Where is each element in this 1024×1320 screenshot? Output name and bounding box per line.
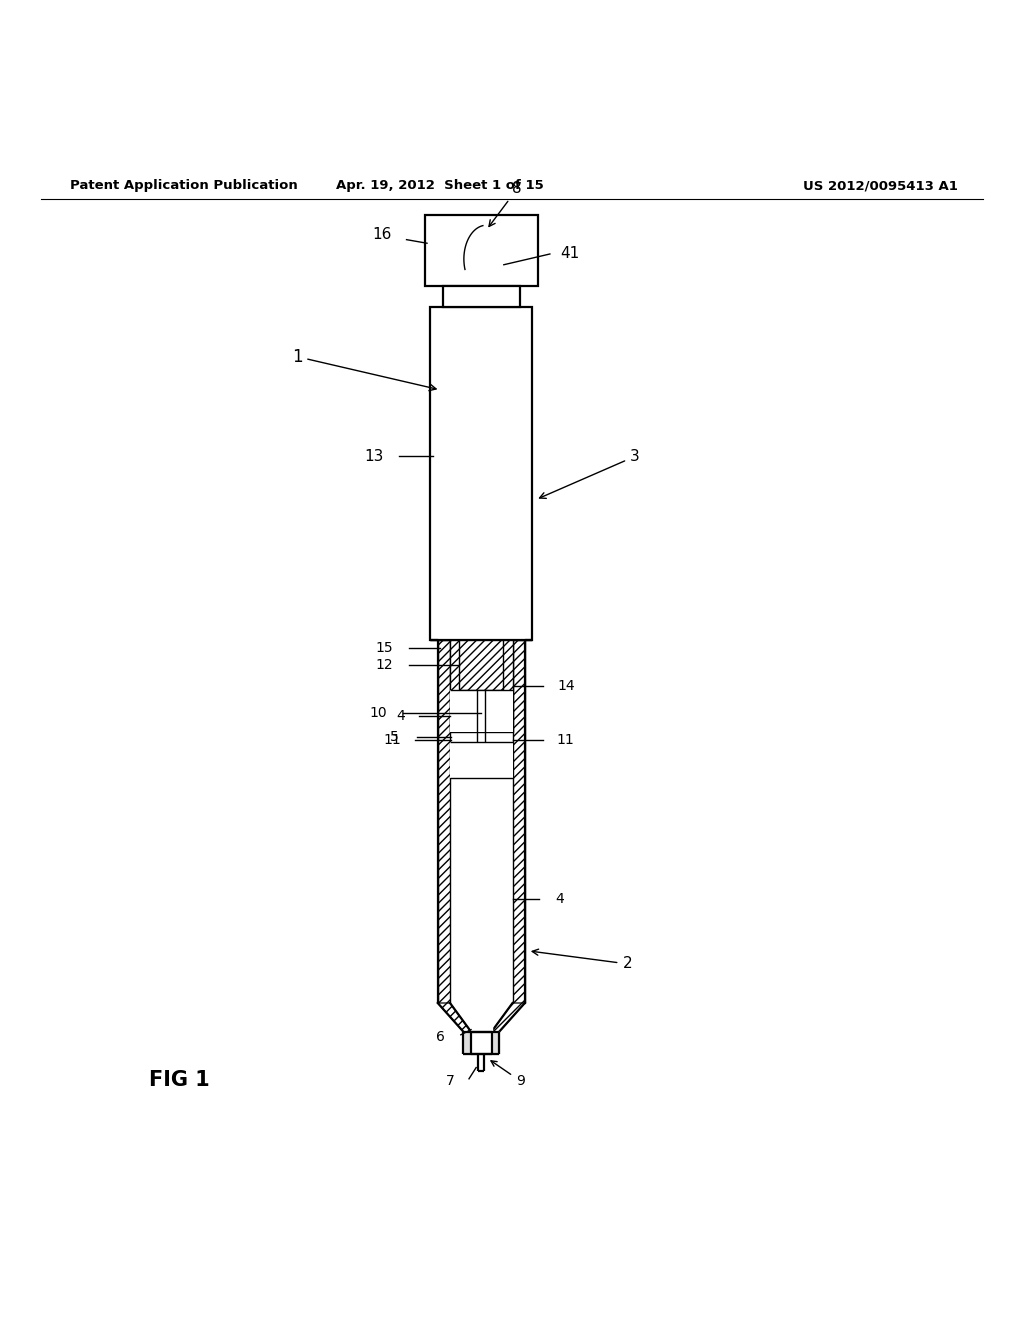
Text: 4: 4: [555, 891, 564, 906]
Text: 14: 14: [557, 678, 574, 693]
Text: 5: 5: [390, 730, 399, 743]
Polygon shape: [430, 306, 532, 639]
Text: 4: 4: [396, 709, 406, 723]
Polygon shape: [425, 215, 538, 286]
Polygon shape: [451, 639, 513, 1003]
Text: 41: 41: [561, 247, 580, 261]
Polygon shape: [492, 1032, 500, 1055]
Text: US 2012/0095413 A1: US 2012/0095413 A1: [803, 180, 957, 193]
Text: 3: 3: [540, 449, 640, 499]
Polygon shape: [492, 1003, 524, 1032]
Text: 2: 2: [532, 949, 632, 972]
Polygon shape: [451, 742, 513, 777]
Polygon shape: [471, 1003, 492, 1032]
Text: 12: 12: [376, 657, 393, 672]
Text: 11: 11: [557, 733, 574, 747]
Polygon shape: [460, 639, 503, 690]
Polygon shape: [463, 1032, 471, 1055]
Text: 8: 8: [489, 181, 522, 227]
Polygon shape: [471, 1032, 492, 1055]
Text: 9: 9: [490, 1061, 524, 1088]
Text: 16: 16: [373, 227, 391, 242]
Text: 10: 10: [370, 706, 387, 721]
Text: 1: 1: [292, 347, 436, 391]
Text: Patent Application Publication: Patent Application Publication: [70, 180, 297, 193]
Text: 6: 6: [436, 1030, 444, 1044]
Polygon shape: [512, 639, 524, 1003]
Text: 15: 15: [376, 640, 393, 655]
Text: 13: 13: [365, 449, 383, 465]
Text: 11: 11: [384, 733, 401, 747]
Polygon shape: [451, 639, 513, 731]
Polygon shape: [451, 690, 513, 731]
Polygon shape: [438, 639, 451, 1003]
Text: FIG 1: FIG 1: [148, 1069, 210, 1090]
Polygon shape: [438, 1003, 471, 1032]
Text: Apr. 19, 2012  Sheet 1 of 15: Apr. 19, 2012 Sheet 1 of 15: [337, 180, 544, 193]
Text: 7: 7: [446, 1074, 455, 1088]
Polygon shape: [442, 286, 519, 306]
